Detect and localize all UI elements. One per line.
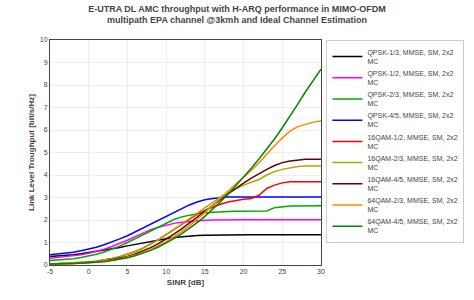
svg-text:64QAM-4/5, MMSE, SM, 2x2MC: 64QAM-4/5, MMSE, SM, 2x2MC xyxy=(367,218,457,234)
svg-text:15: 15 xyxy=(201,268,209,275)
svg-text:Link Level Troughput [bit/s/Hz: Link Level Troughput [bit/s/Hz] xyxy=(27,94,36,211)
svg-text:3: 3 xyxy=(44,194,48,201)
svg-text:QPSK-2/3, MMSE, SM, 2x2MC: QPSK-2/3, MMSE, SM, 2x2MC xyxy=(367,91,453,107)
svg-text:2: 2 xyxy=(44,216,48,223)
svg-text:4: 4 xyxy=(44,171,48,178)
svg-text:E-UTRA DL AMC throughput with: E-UTRA DL AMC throughput with H-ARQ perf… xyxy=(88,4,386,26)
svg-text:SINR [dB]: SINR [dB] xyxy=(167,278,205,287)
svg-text:1: 1 xyxy=(44,239,48,246)
svg-text:64QAM-2/3, MMSE, SM, 2x2MC: 64QAM-2/3, MMSE, SM, 2x2MC xyxy=(367,197,457,213)
svg-text:QPSK-1/2, MMSE, SM, 2x2MC: QPSK-1/2, MMSE, SM, 2x2MC xyxy=(367,70,453,86)
svg-text:25: 25 xyxy=(278,268,286,275)
svg-text:16QAM-4/5, MMSE, SM, 2x2MC: 16QAM-4/5, MMSE, SM, 2x2MC xyxy=(367,176,457,192)
svg-text:5: 5 xyxy=(125,268,129,275)
svg-text:5: 5 xyxy=(44,149,48,156)
svg-text:10: 10 xyxy=(40,36,48,43)
svg-text:7: 7 xyxy=(44,104,48,111)
svg-text:9: 9 xyxy=(44,59,48,66)
svg-text:0: 0 xyxy=(87,268,91,275)
svg-text:10: 10 xyxy=(162,268,170,275)
svg-text:16QAM-1/2, MMSE, SM, 2x2MC: 16QAM-1/2, MMSE, SM, 2x2MC xyxy=(367,134,457,150)
svg-text:QPSK-4/5, MMSE, SM, 2x2MC: QPSK-4/5, MMSE, SM, 2x2MC xyxy=(367,112,453,128)
svg-text:6: 6 xyxy=(44,126,48,133)
svg-text:20: 20 xyxy=(240,268,248,275)
svg-text:8: 8 xyxy=(44,81,48,88)
svg-text:-5: -5 xyxy=(47,268,53,275)
svg-text:16QAM-2/3, MMSE, SM, 2x2MC: 16QAM-2/3, MMSE, SM, 2x2MC xyxy=(367,155,457,171)
svg-text:QPSK-1/3, MMSE, SM, 2x2MC: QPSK-1/3, MMSE, SM, 2x2MC xyxy=(367,49,453,65)
svg-text:0: 0 xyxy=(44,261,48,268)
svg-text:30: 30 xyxy=(317,268,325,275)
